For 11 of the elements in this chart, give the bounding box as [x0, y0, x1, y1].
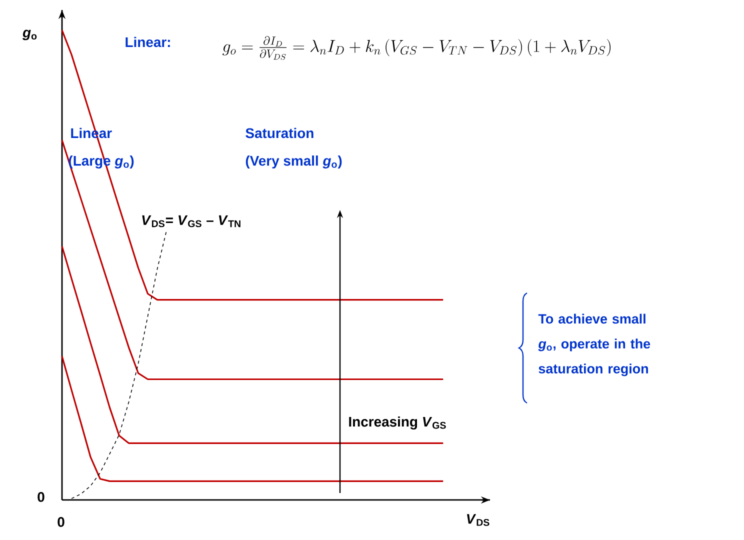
annotation: Linear: [126, 36, 170, 48]
annotation: Increasing V$_{GS}$ [349, 416, 446, 430]
text: 0 [38, 492, 44, 502]
annotation: (Very small g$_{o}$) [246, 155, 342, 168]
annotation: Saturation [246, 128, 314, 138]
series-label: V$_{DS}$= V$_{GS}$ – V$_{TN}$ [142, 215, 240, 228]
x-axis-title: V$_{DS}$ [467, 514, 490, 526]
text: 0 [58, 517, 64, 527]
text: To achieve small g$_{o}$, operate in the saturation region [538, 314, 650, 376]
annotation: $g_o = \frac{\partial I_D}{\partial V_{DS}} = \lambda_n I_D + k_n\left(V_{GS} - V_{TN} - V_{DS}\right)\left(1+\lambda_n V_{DS}\right)$ [222, 36, 611, 60]
y-axis-title: g$_{o}$ [22, 30, 37, 40]
